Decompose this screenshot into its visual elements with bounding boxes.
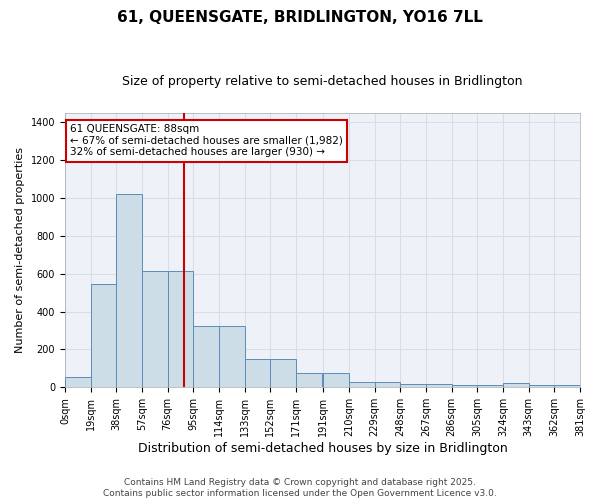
Bar	[296, 373, 322, 388]
Bar	[142, 271, 167, 388]
Bar	[529, 386, 554, 388]
Bar	[452, 384, 477, 388]
Bar	[193, 326, 219, 388]
Bar	[167, 271, 193, 388]
X-axis label: Distribution of semi-detached houses by size in Bridlington: Distribution of semi-detached houses by …	[137, 442, 508, 455]
Y-axis label: Number of semi-detached properties: Number of semi-detached properties	[15, 147, 25, 353]
Text: Contains HM Land Registry data © Crown copyright and database right 2025.
Contai: Contains HM Land Registry data © Crown c…	[103, 478, 497, 498]
Title: Size of property relative to semi-detached houses in Bridlington: Size of property relative to semi-detach…	[122, 75, 523, 88]
Bar	[374, 382, 400, 388]
Bar	[245, 359, 271, 388]
Bar	[554, 386, 580, 388]
Bar	[426, 384, 452, 388]
Bar	[65, 377, 91, 388]
Bar	[477, 384, 503, 388]
Bar	[116, 194, 142, 388]
Bar	[91, 284, 116, 388]
Bar	[271, 359, 296, 388]
Bar	[400, 384, 426, 388]
Text: 61 QUEENSGATE: 88sqm
← 67% of semi-detached houses are smaller (1,982)
32% of se: 61 QUEENSGATE: 88sqm ← 67% of semi-detac…	[70, 124, 343, 158]
Bar	[349, 382, 374, 388]
Bar	[219, 326, 245, 388]
Bar	[323, 373, 349, 388]
Bar	[503, 382, 529, 388]
Text: 61, QUEENSGATE, BRIDLINGTON, YO16 7LL: 61, QUEENSGATE, BRIDLINGTON, YO16 7LL	[117, 10, 483, 25]
